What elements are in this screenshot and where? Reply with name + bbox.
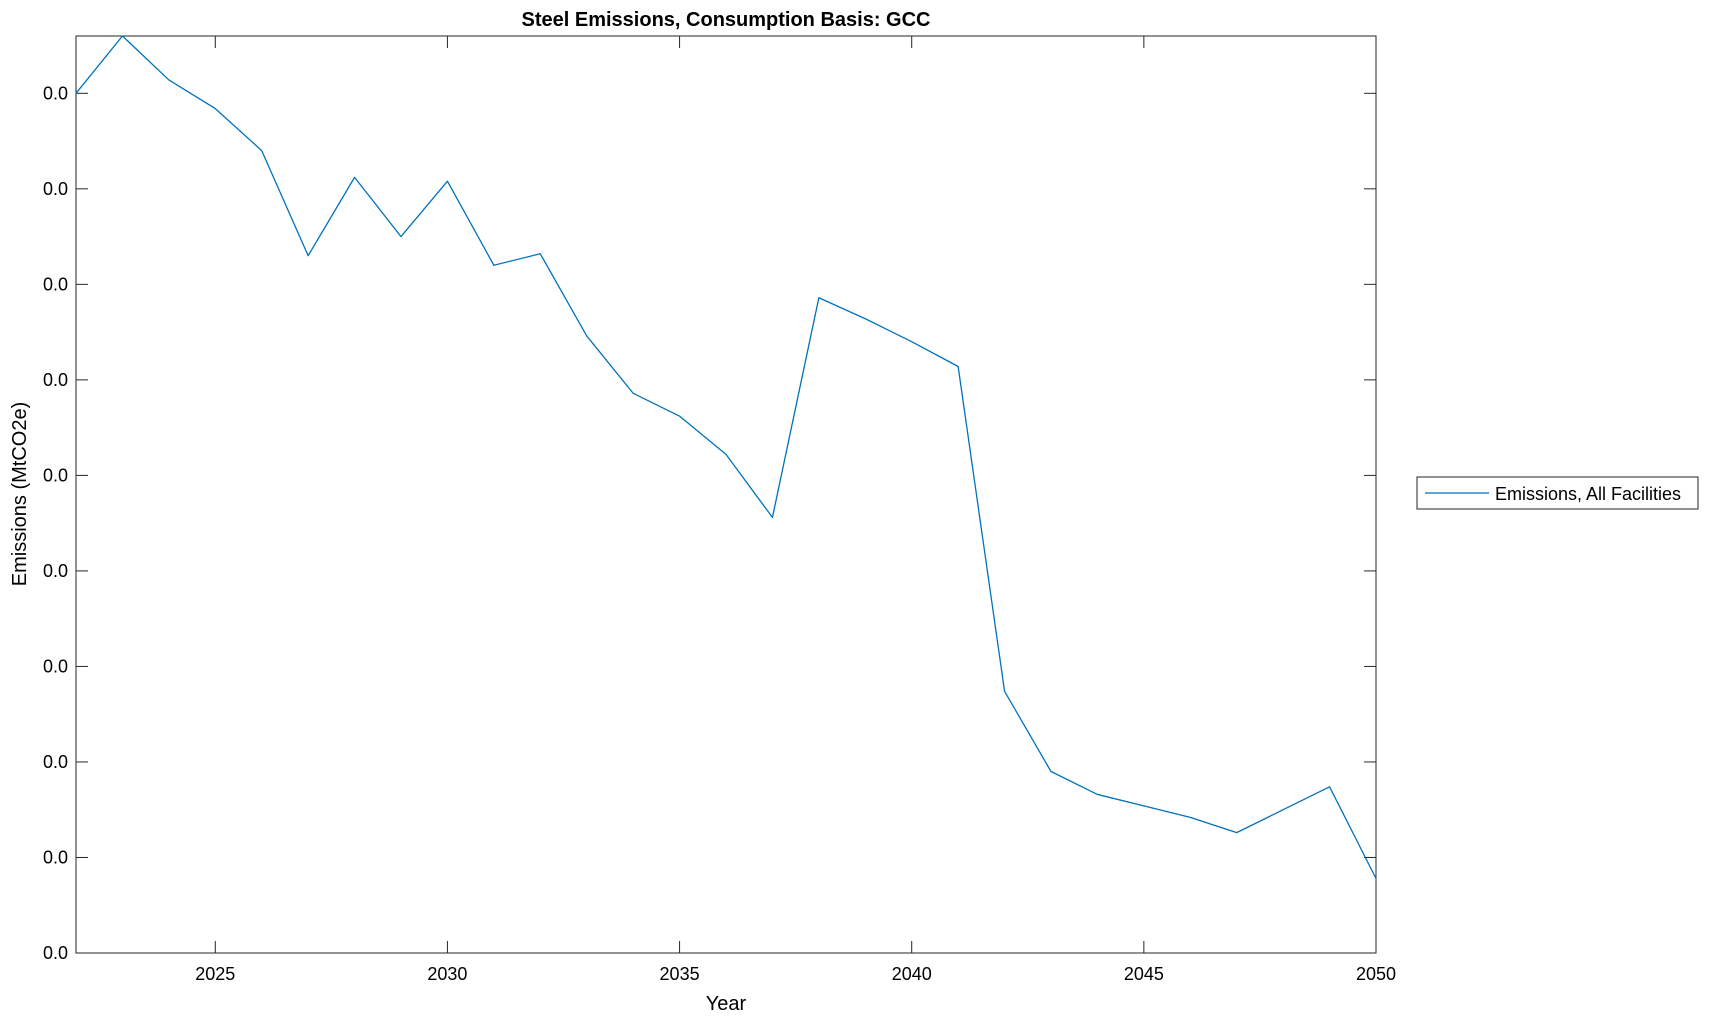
x-axis: 2025 2030 2035 2040 2045 2050 <box>195 36 1396 984</box>
y-tick-label: 0.0 <box>43 274 68 294</box>
y-tick-label: 0.0 <box>43 943 68 963</box>
legend-label: Emissions, All Facilities <box>1495 484 1681 504</box>
plot-area <box>75 35 1377 954</box>
series-line <box>75 35 1377 879</box>
y-tick-label: 0.0 <box>43 752 68 772</box>
y-tick-label: 0.0 <box>43 179 68 199</box>
y-axis: 0.0 0.0 0.0 0.0 0.0 0.0 0.0 0.0 0.0 0.0 <box>43 83 1376 963</box>
x-tick-label: 2030 <box>427 964 467 984</box>
x-tick-label: 2040 <box>892 964 932 984</box>
legend: Emissions, All Facilities <box>1416 476 1699 510</box>
y-tick-label: 0.0 <box>43 656 68 676</box>
y-axis-label: Emissions (MtCO2e) <box>9 402 31 586</box>
y-tick-label: 0.0 <box>43 561 68 581</box>
y-tick-label: 0.0 <box>43 83 68 103</box>
x-tick-label: 2050 <box>1356 964 1396 984</box>
x-tick-label: 2025 <box>195 964 235 984</box>
x-tick-label: 2035 <box>660 964 700 984</box>
x-tick-label: 2045 <box>1124 964 1164 984</box>
series-layer <box>75 35 1377 879</box>
y-tick-label: 0.0 <box>43 370 68 390</box>
y-tick-label: 0.0 <box>43 847 68 867</box>
y-tick-label: 0.0 <box>43 465 68 485</box>
chart-title: Steel Emissions, Consumption Basis: GCC <box>522 9 931 31</box>
x-axis-label: Year <box>706 993 747 1015</box>
